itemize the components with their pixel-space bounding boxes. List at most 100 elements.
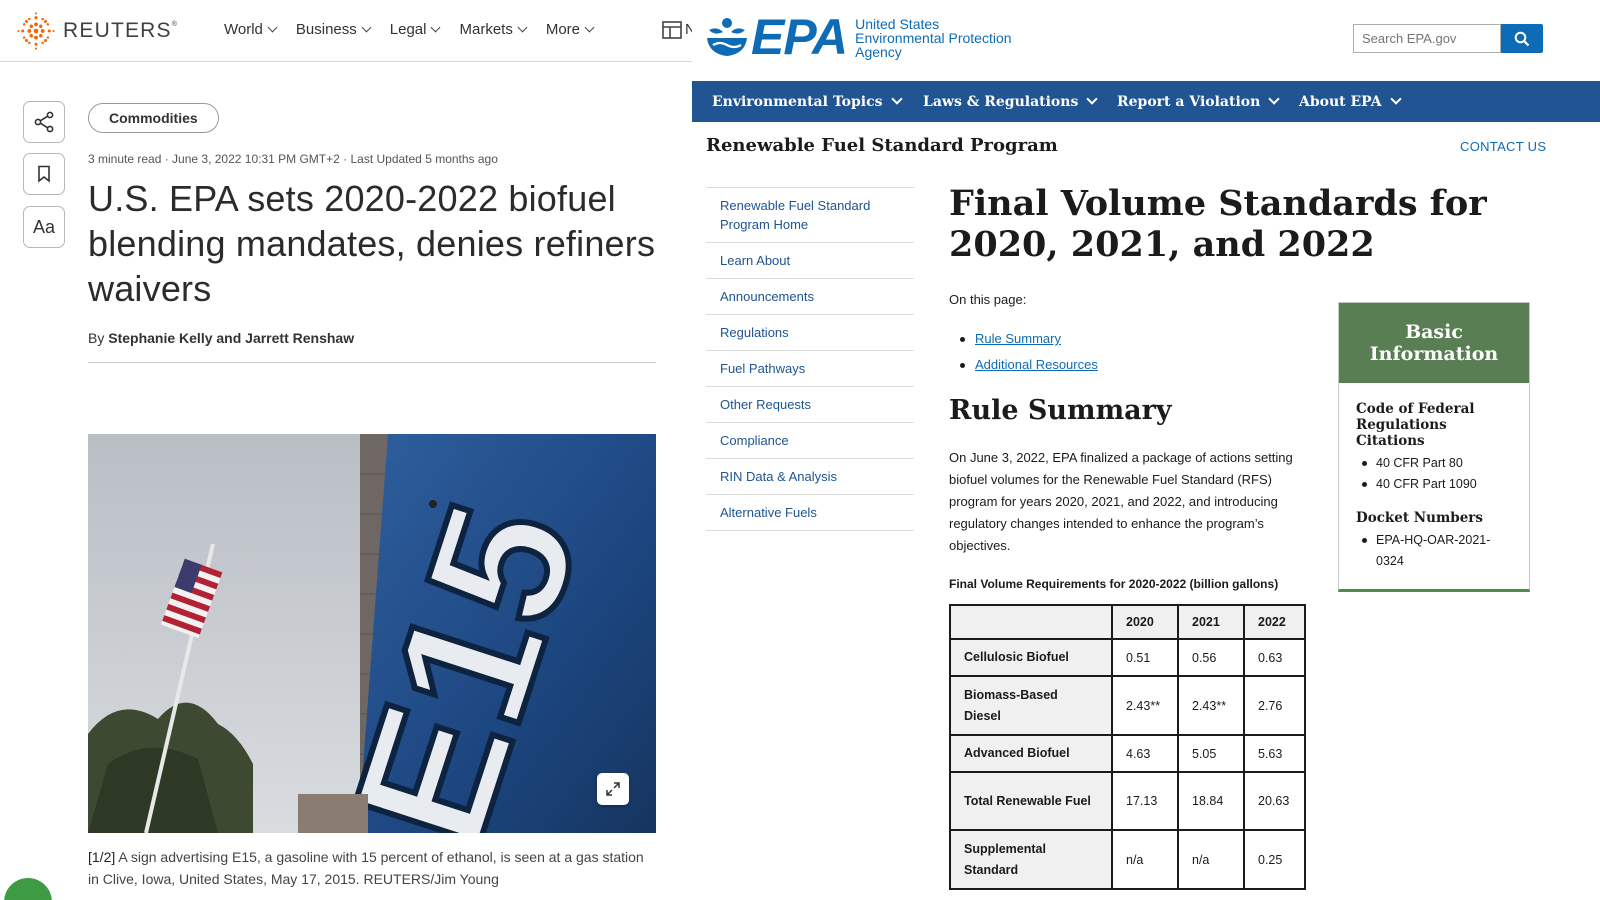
byline-prefix: By (88, 330, 105, 346)
table-row: Cellulosic Biofuel 0.51 0.56 0.63 (949, 638, 1306, 677)
table-cell: 17.13 (1111, 771, 1179, 831)
toc-link-rule-summary[interactable]: Rule Summary (960, 326, 1098, 352)
table-cell: 0.25 (1243, 829, 1306, 890)
expand-photo-button[interactable] (597, 773, 629, 805)
reuters-logo-text: REUTERS (63, 19, 172, 42)
table-cell: 4.63 (1111, 734, 1179, 773)
table-cell: 0.51 (1111, 638, 1179, 677)
share-icon (34, 111, 54, 133)
sidenav-item[interactable]: Fuel Pathways (706, 350, 914, 386)
page-title: Final Volume Standards for 2020, 2021, a… (949, 183, 1487, 265)
topic-chip[interactable]: Commodities (88, 103, 219, 133)
font-size-label: Aa (32, 216, 56, 237)
info-box-title: Basic Information (1339, 303, 1529, 383)
table-row: Advanced Biofuel 4.63 5.05 5.63 (949, 734, 1306, 773)
table-cell: 0.56 (1177, 638, 1245, 677)
reuters-article-pane: REUTERS® World Business Legal Markets Mo… (0, 0, 692, 900)
epa-logo[interactable]: EPA United States Environmental Protecti… (705, 12, 1012, 62)
chevron-down-icon (431, 22, 441, 33)
table-row: Supplemental Standard n/a n/a 0.25 (949, 829, 1306, 890)
nav-markets[interactable]: Markets (459, 21, 528, 38)
chevron-down-icon (584, 22, 595, 33)
table-header-row: 2020 2021 2022 (949, 604, 1306, 640)
row-label: Supplemental Standard (949, 829, 1113, 890)
sidenav-item[interactable]: Learn About (706, 242, 914, 278)
table-header-cell (949, 604, 1113, 640)
epa-flower-logo-icon (707, 18, 747, 56)
table-row: Biomass-Based Diesel 2.43** 2.43** 2.76 (949, 675, 1306, 736)
caption-counter: [1/2] (88, 849, 116, 865)
search-button[interactable] (1501, 24, 1543, 53)
nav-cut-text: N (685, 21, 692, 38)
on-this-page-list: Rule Summary Additional Resources (960, 326, 1098, 378)
article-headline: U.S. EPA sets 2020-2022 biofuel blending… (88, 178, 656, 309)
side-nav: Renewable Fuel Standard Program Home Lea… (706, 187, 914, 531)
sidenav-item[interactable]: Renewable Fuel Standard Program Home (706, 187, 914, 242)
epa-logo-subtitle: United States Environmental Protection A… (855, 16, 1012, 60)
nav-laws-regulations[interactable]: Laws & Regulations (923, 81, 1098, 122)
sidenav-item[interactable]: Compliance (706, 422, 914, 458)
reuters-logo[interactable]: REUTERS® (17, 12, 178, 50)
nav-business[interactable]: Business (296, 21, 372, 38)
reuters-main-nav: World Business Legal Markets More (224, 21, 613, 38)
info-list-item[interactable]: 40 CFR Part 1090 (1362, 474, 1512, 495)
toc-link-additional-resources[interactable]: Additional Resources (960, 352, 1098, 378)
font-size-button[interactable]: Aa (23, 206, 65, 248)
bullet-icon (1362, 482, 1367, 487)
chevron-down-icon (1268, 93, 1280, 105)
row-label: Biomass-Based Diesel (949, 675, 1113, 736)
sidenav-item[interactable]: Alternative Fuels (706, 494, 914, 531)
table-cell: 5.63 (1243, 734, 1306, 773)
table-header-cell: 2020 (1111, 604, 1179, 640)
info-list-item[interactable]: 40 CFR Part 80 (1362, 453, 1512, 474)
sidenav-item[interactable]: Regulations (706, 314, 914, 350)
volume-requirements-table: 2020 2021 2022 Cellulosic Biofuel 0.51 0… (949, 604, 1306, 890)
nav-report-violation[interactable]: Report a Violation (1117, 81, 1280, 122)
table-cell: 0.63 (1243, 638, 1306, 677)
contact-us-link[interactable]: CONTACT US (1460, 139, 1547, 154)
article-photo[interactable]: E15 (88, 434, 656, 833)
chevron-down-icon (267, 22, 278, 33)
table-cell: 20.63 (1243, 771, 1306, 831)
epa-main-nav: Environmental Topics Laws & Regulations … (692, 81, 1600, 122)
info-list-item[interactable]: EPA-HQ-OAR-2021-0324 (1362, 530, 1512, 572)
cookie-settings-button[interactable] (4, 878, 52, 900)
table-cell: n/a (1177, 829, 1245, 890)
search-input[interactable] (1353, 24, 1501, 53)
chevron-down-icon (890, 93, 903, 105)
table-row: Total Renewable Fuel 17.13 18.84 20.63 (949, 771, 1306, 831)
photo-caption: [1/2] A sign advertising E15, a gasoline… (88, 846, 648, 890)
search-icon (1514, 31, 1530, 46)
nav-world[interactable]: World (224, 21, 278, 38)
nav-environmental-topics[interactable]: Environmental Topics (712, 81, 903, 122)
table-cell: 5.05 (1177, 734, 1245, 773)
program-title[interactable]: Renewable Fuel Standard Program (706, 135, 1058, 156)
nav-legal[interactable]: Legal (390, 21, 441, 38)
share-button[interactable] (23, 101, 65, 143)
reuters-header: REUTERS® World Business Legal Markets Mo… (0, 0, 692, 62)
bookmark-button[interactable] (23, 153, 65, 195)
sidenav-item[interactable]: RIN Data & Analysis (706, 458, 914, 494)
bullet-icon (1362, 538, 1367, 543)
info-section-heading: Docket Numbers (1356, 510, 1483, 526)
byline-authors[interactable]: Stephanie Kelly and Jarrett Renshaw (108, 330, 355, 346)
table-cell: 2.76 (1243, 675, 1306, 736)
table-caption: Final Volume Requirements for 2020-2022 … (949, 577, 1279, 591)
e15-sign-photo: E15 (88, 434, 656, 833)
sidenav-item[interactable]: Other Requests (706, 386, 914, 422)
article-byline: By Stephanie Kelly and Jarrett Renshaw (88, 330, 354, 346)
basic-information-box: Basic Information Code of Federal Regula… (1338, 302, 1530, 592)
nav-more[interactable]: More (546, 21, 595, 38)
article-meta: 3 minute read · June 3, 2022 10:31 PM GM… (88, 152, 498, 166)
on-this-page-label: On this page: (949, 292, 1027, 307)
table-cell: n/a (1111, 829, 1179, 890)
nav-about-epa[interactable]: About EPA (1299, 81, 1402, 122)
table-header-cell: 2022 (1243, 604, 1306, 640)
bookmark-icon (38, 165, 50, 183)
layout-icon[interactable] (662, 20, 682, 40)
section-title-rule-summary: Rule Summary (949, 395, 1172, 426)
chevron-down-icon (1086, 93, 1098, 105)
reuters-logo-mark: ® (171, 21, 179, 28)
sidenav-item[interactable]: Announcements (706, 278, 914, 314)
table-cell: 18.84 (1177, 771, 1245, 831)
